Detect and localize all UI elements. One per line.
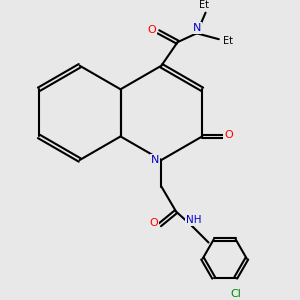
Text: O: O — [224, 130, 233, 140]
Text: NH: NH — [186, 215, 202, 225]
Text: Et: Et — [199, 0, 209, 10]
Text: Et: Et — [223, 36, 233, 46]
Text: N: N — [193, 23, 201, 33]
Text: O: O — [148, 26, 156, 35]
Text: Cl: Cl — [230, 289, 241, 299]
Text: N: N — [151, 155, 159, 165]
Text: O: O — [149, 218, 158, 228]
